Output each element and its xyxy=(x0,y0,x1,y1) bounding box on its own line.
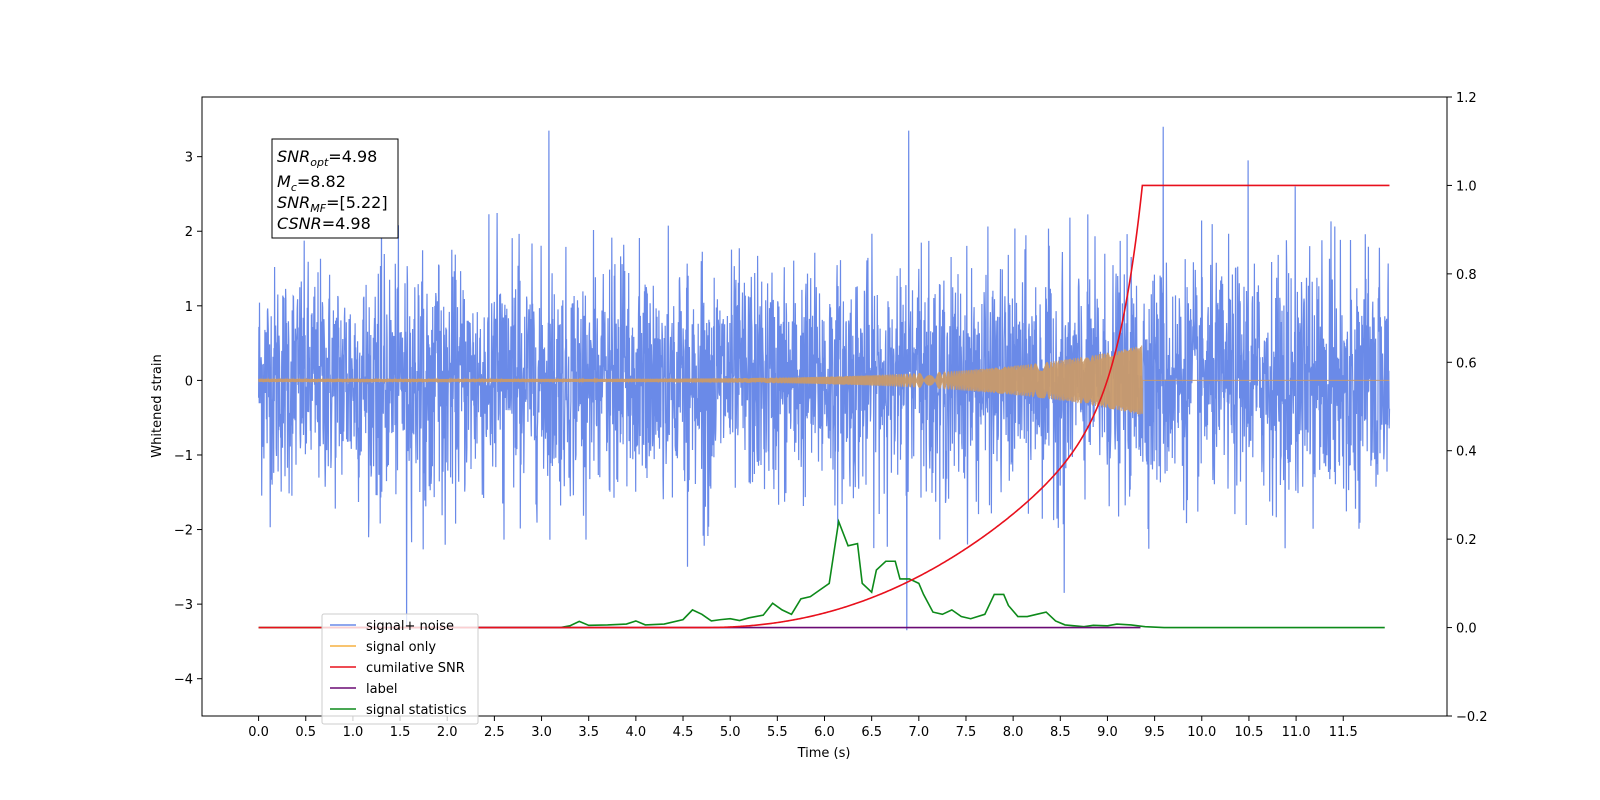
y-right-tick-label: 1.2 xyxy=(1456,91,1477,106)
x-tick-label: 10.5 xyxy=(1234,725,1263,740)
legend-label-signal-noise: signal+ noise xyxy=(366,619,454,634)
y-right-tick-label: 0.8 xyxy=(1456,268,1477,283)
x-tick-label: 6.5 xyxy=(861,725,882,740)
x-tick-label: 3.0 xyxy=(531,725,552,740)
x-axis-label: Time (s) xyxy=(797,746,851,761)
annotation-snr-mf-value: =[5.22] xyxy=(326,193,388,212)
x-tick-label: 11.0 xyxy=(1282,725,1311,740)
x-tick-label: 11.5 xyxy=(1329,725,1358,740)
annotation-snr-opt-base: SNR xyxy=(277,147,310,166)
x-tick-label: 9.0 xyxy=(1097,725,1118,740)
annotation-csnr-base: CSNR xyxy=(277,214,322,233)
y-left-tick-label: 1 xyxy=(185,300,193,315)
legend-item-signal-statistics: signal statistics xyxy=(330,703,467,718)
annotation-snr-mf: SNRMF=[5.22] xyxy=(277,193,388,215)
y-right-tick-label: 1.0 xyxy=(1456,179,1477,194)
y-right-tick-label: 0.4 xyxy=(1456,445,1477,460)
y-right-tick-label: 0.0 xyxy=(1456,622,1477,637)
annotation-snr-opt-sub: opt xyxy=(310,156,329,169)
x-tick-label: 10.0 xyxy=(1187,725,1216,740)
annotation-snr-opt: SNRopt=4.98 xyxy=(277,147,377,169)
x-tick-label: 1.0 xyxy=(343,725,364,740)
legend-label-signal-statistics: signal statistics xyxy=(366,703,467,718)
annotation-snr-mf-base: SNR xyxy=(277,193,310,212)
y-left-tick-label: −2 xyxy=(174,524,193,539)
annotation-frame xyxy=(271,138,399,239)
x-tick-label: 0.0 xyxy=(248,725,269,740)
x-tick-label: 2.5 xyxy=(484,725,505,740)
x-tick-label: 8.5 xyxy=(1050,725,1071,740)
legend-item-signal-only: signal only xyxy=(330,640,436,655)
annotation-mc: Mc=8.82 xyxy=(277,172,346,194)
y-left-tick-label: 0 xyxy=(185,374,193,389)
annotation-snr-opt-value: =4.98 xyxy=(328,147,377,166)
series-layer xyxy=(258,126,1391,631)
series-signal-statistics xyxy=(258,518,1385,629)
x-tick-label: 0.5 xyxy=(295,725,316,740)
y-left-tick-label: −1 xyxy=(174,449,193,464)
x-tick-label: 7.5 xyxy=(956,725,977,740)
series-cumilative-snr xyxy=(258,184,1390,629)
x-tick-label: 2.0 xyxy=(437,725,458,740)
x-tick-label: 8.0 xyxy=(1003,725,1024,740)
y-right-tick-label: 0.6 xyxy=(1456,356,1477,371)
x-tick-label: 1.5 xyxy=(390,725,411,740)
y-axis-label-left: Whitened strain xyxy=(150,354,165,457)
legend-label-signal-only: signal only xyxy=(366,640,436,655)
annotation-mc-sub: c xyxy=(291,181,297,194)
legend-item-cumilative-snr: cumilative SNR xyxy=(330,661,465,676)
legend-item-label: label xyxy=(330,682,397,697)
x-tick-label: 4.5 xyxy=(673,725,694,740)
stats-annotation-box: SNRopt=4.98 Mc=8.82 SNRMF=[5.22] CSNR=4.… xyxy=(271,138,399,239)
x-tick-label: 5.0 xyxy=(720,725,741,740)
x-tick-label: 9.5 xyxy=(1144,725,1165,740)
series-signal-noise xyxy=(258,126,1391,631)
x-tick-label: 3.5 xyxy=(578,725,599,740)
y-right-tick-label: 0.2 xyxy=(1456,533,1477,548)
annotation-snr-mf-sub: MF xyxy=(310,202,326,215)
annotation-csnr-value: =4.98 xyxy=(322,214,371,233)
x-tick-label: 6.0 xyxy=(814,725,835,740)
legend-label-cumilative-snr: cumilative SNR xyxy=(366,661,465,676)
x-tick-label: 7.0 xyxy=(908,725,929,740)
y-left-tick-label: −4 xyxy=(174,673,193,688)
annotation-csnr: CSNR=4.98 xyxy=(277,214,371,233)
legend-item-signal-noise: signal+ noise xyxy=(330,619,454,634)
legend: signal+ noise signal only cumilative SNR… xyxy=(321,613,479,725)
x-tick-label: 4.0 xyxy=(626,725,647,740)
legend-label-label: label xyxy=(366,682,397,697)
series-signal-only xyxy=(258,345,1390,415)
annotation-mc-base: M xyxy=(277,172,291,191)
x-axis: 0.0 0.5 1.0 1.5 2.0 2.5 3.0 3.5 4.0 4.5 5.0 5.5 6.0 6… xyxy=(248,716,1358,740)
y-left-tick-label: 3 xyxy=(185,151,193,166)
y-right-tick-label: −0.2 xyxy=(1456,710,1488,725)
y-left-tick-label: 2 xyxy=(185,225,193,240)
x-tick-label: 5.5 xyxy=(767,725,788,740)
y-axis-right: 1.2 1.0 0.8 0.6 0.4 0.2 0.0 −0.2 xyxy=(1447,91,1488,725)
y-left-tick-label: −3 xyxy=(174,598,193,613)
legend-frame xyxy=(321,613,479,725)
y-axis-left: 3 2 1 0 −1 −2 −3 −4 xyxy=(174,151,202,688)
annotation-mc-value: =8.82 xyxy=(297,172,346,191)
